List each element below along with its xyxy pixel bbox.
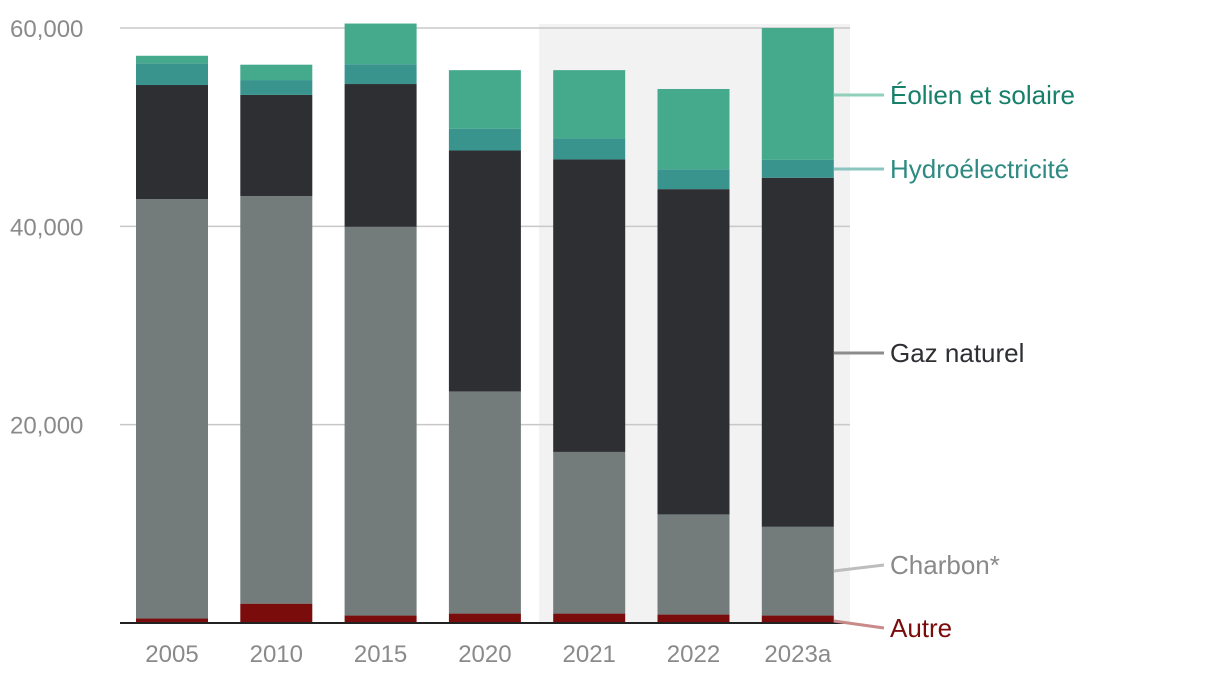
x-tick-label: 2021 [563,641,616,668]
x-tick-label: 2010 [250,641,303,668]
bar-segment [553,159,626,452]
bar-segment [657,169,730,190]
bar-segment [136,63,208,86]
bar-segment [657,88,730,170]
bar-segment [344,84,417,227]
bar-segment [657,614,730,623]
bar-segment [448,391,521,614]
legend-connector [833,619,885,630]
bar-segment [136,199,208,619]
bar-segment [553,451,626,614]
bar-segment [240,196,313,604]
legend-label: Autre [890,613,952,643]
bar-segment [448,70,521,129]
x-tick-label: 2023a [764,641,831,668]
y-tick-label: 20,000 [10,413,83,440]
legend-label: Charbon* [890,550,1000,580]
bar-segment [761,526,834,616]
bar-segment [761,28,834,160]
bar-segment [240,64,313,81]
bar-segment [344,64,417,85]
legend-label: Hydroélectricité [890,154,1069,184]
bar-segment [240,603,313,623]
x-tick-label: 2005 [145,641,198,668]
bar-segment [761,615,834,623]
y-tick-label: 40,000 [10,214,83,241]
legend-connector [833,563,885,573]
bar-segment [136,85,208,200]
bar-segment [344,23,417,65]
bar-segment [448,613,521,623]
bar-segment [657,514,730,615]
bar-segment [553,613,626,623]
bar-segment [240,80,313,95]
bar-segment [240,94,313,197]
bar-segment [344,615,417,623]
legend-label: Gaz naturel [890,338,1024,368]
bar-segment [448,128,521,151]
bar-segment [136,55,208,64]
bar-segment [553,70,626,139]
x-tick-label: 2022 [667,641,720,668]
y-tick-label: 60,000 [10,16,83,43]
x-tick-label: 2020 [458,641,511,668]
bar-segment [657,189,730,515]
bar-segment [761,177,834,527]
bar-segment [344,226,417,616]
bar-segment [553,138,626,160]
bar-segment [448,150,521,392]
x-tick-label: 2015 [354,641,407,668]
bar-segment [136,618,208,623]
legend-label: Éolien et solaire [890,80,1075,110]
bar-segment [761,159,834,178]
